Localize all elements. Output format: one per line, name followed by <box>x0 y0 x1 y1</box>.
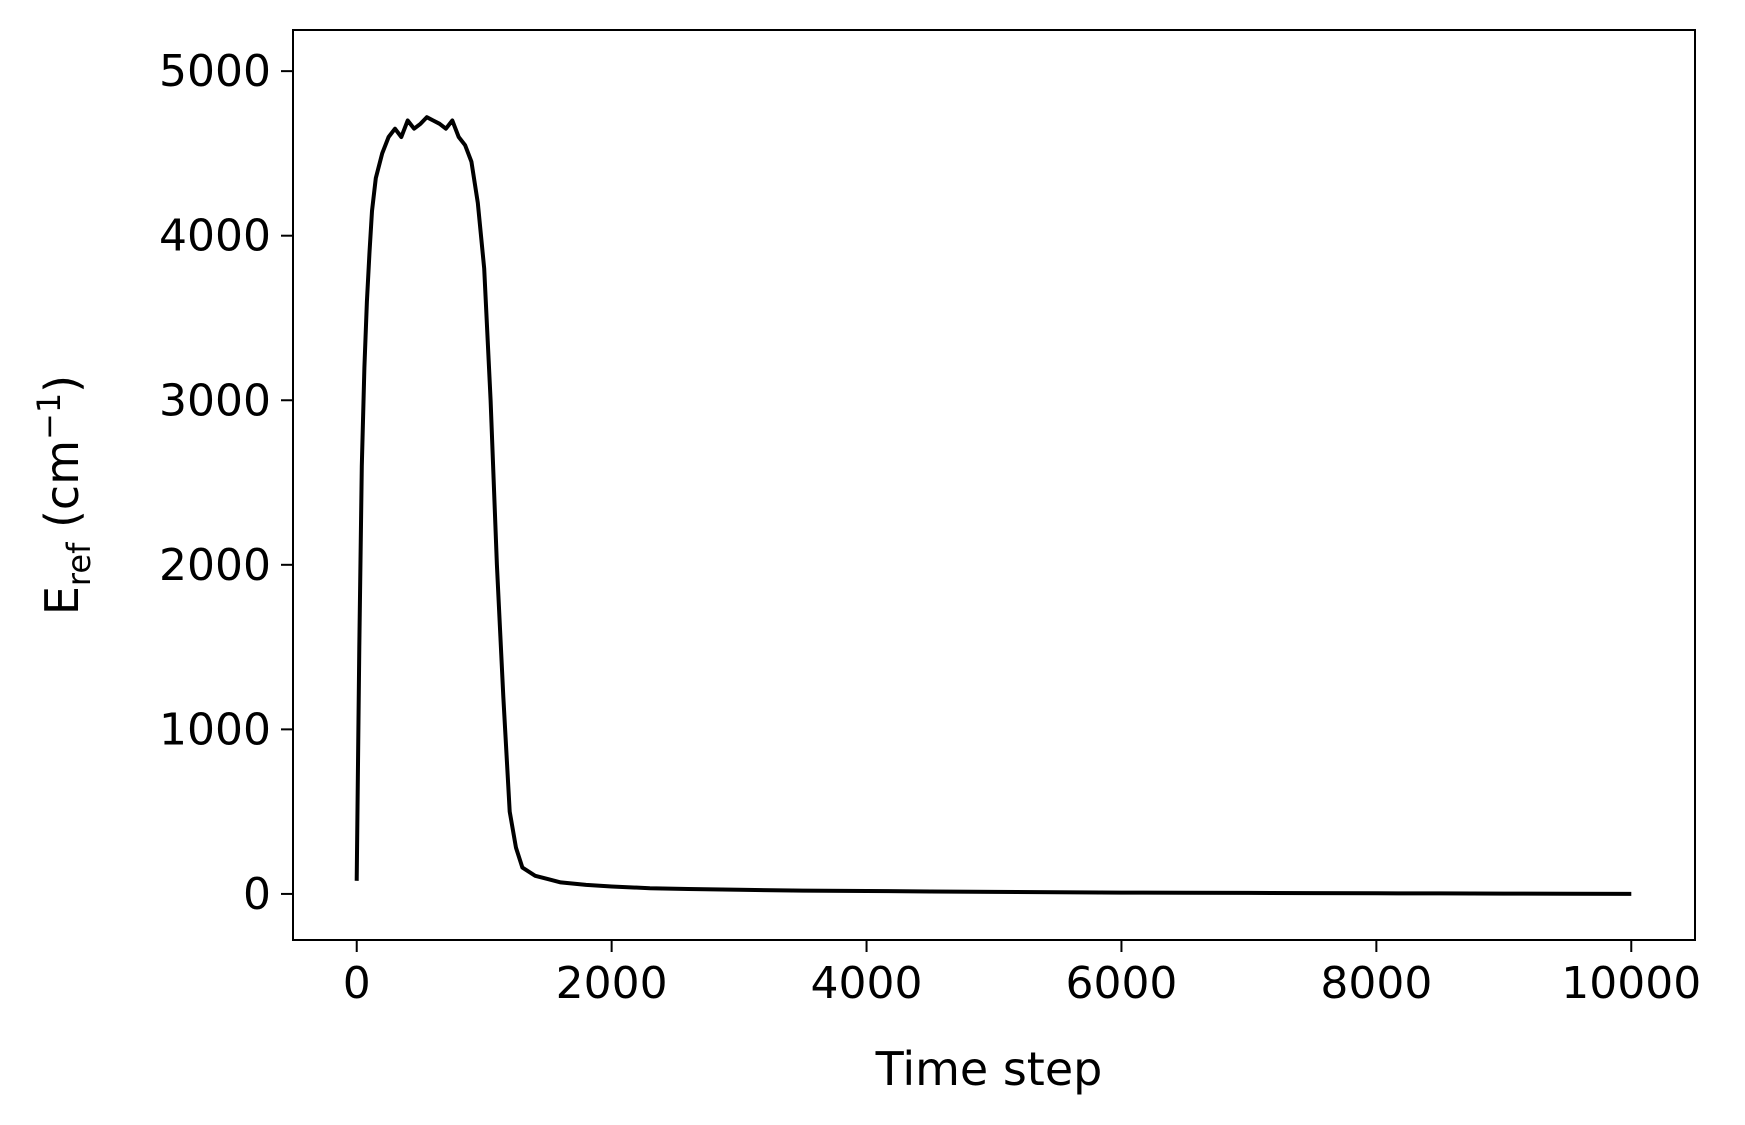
y-tick-label: 2000 <box>159 540 271 591</box>
x-tick-label: 6000 <box>1065 958 1177 1009</box>
x-axis-label: Time step <box>875 1042 1103 1096</box>
y-axis-ticks: 0 1000 2000 3000 4000 5000 <box>159 46 293 920</box>
y-tick-label: 0 <box>243 869 271 920</box>
y-tick-label: 3000 <box>159 375 271 426</box>
plot-area <box>292 29 1696 941</box>
x-tick-label: 4000 <box>811 958 923 1009</box>
axes-frame <box>292 29 1696 941</box>
y-axis-label-main: E <box>35 586 89 615</box>
x-axis-ticks: 0 2000 4000 6000 8000 10000 <box>343 940 1701 1009</box>
svg-text:Eref (cm−1): Eref (cm−1) <box>30 375 98 615</box>
x-tick-label: 2000 <box>556 958 668 1009</box>
y-tick-label: 4000 <box>159 211 271 262</box>
series-line <box>354 115 1632 896</box>
y-tick-label: 5000 <box>159 46 271 97</box>
x-tick-label: 10000 <box>1561 958 1701 1009</box>
y-axis-label-subscript: ref <box>60 542 98 586</box>
y-axis-label-superscript: −1 <box>30 393 68 440</box>
y-tick-label: 1000 <box>159 704 271 755</box>
x-tick-label: 0 <box>343 958 371 1009</box>
x-tick-label: 8000 <box>1320 958 1432 1009</box>
y-axis-label-unit-open: (cm <box>35 440 89 543</box>
y-axis-label-unit-close: ) <box>35 375 89 393</box>
y-axis-label: Eref (cm−1) <box>30 375 98 615</box>
